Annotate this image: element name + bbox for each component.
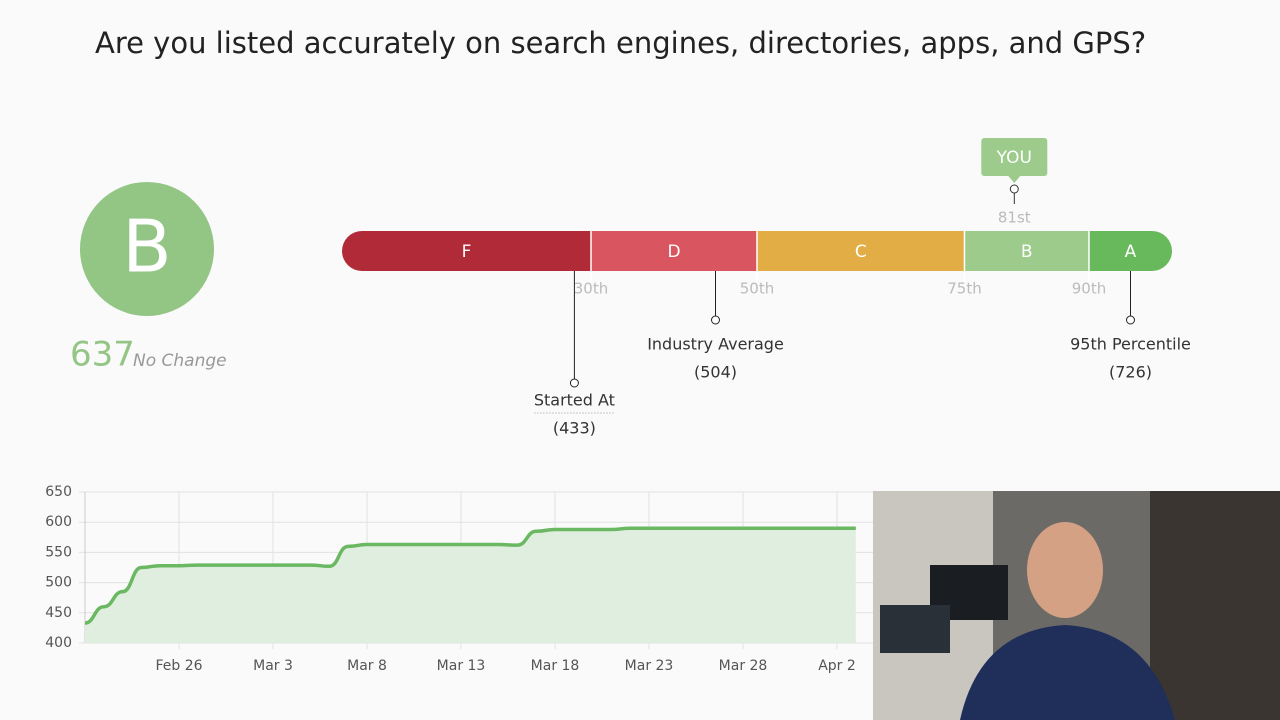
scale-tick-label: 30th [574, 280, 608, 298]
you-dot [1009, 184, 1019, 194]
x-tick-label: Mar 8 [347, 658, 387, 674]
x-tick-label: Mar 3 [253, 658, 293, 674]
grade-segment [591, 231, 757, 271]
scale-tick-label: 90th [1072, 280, 1106, 298]
y-tick-label: 650 [45, 484, 72, 500]
line [84, 526, 856, 625]
video-overlay [873, 491, 1280, 720]
marker-label: Industry Average [647, 335, 784, 354]
marker-dot [711, 315, 720, 325]
grade-segment [757, 231, 965, 271]
grade-circle [80, 182, 214, 316]
y-tick-label: 400 [45, 635, 72, 651]
grade-segment-label: B [1021, 242, 1033, 262]
grade-segment [1089, 231, 1172, 271]
grade-segment [342, 231, 591, 271]
x-tick-label: Mar 28 [719, 658, 768, 674]
x-tick-label: Mar 13 [437, 658, 486, 674]
grade-segment-label: A [1125, 242, 1137, 262]
marker-score: (726) [1109, 363, 1152, 382]
you-pointer [1008, 176, 1021, 183]
score-change: No Change [133, 351, 227, 371]
x-tick-label: Mar 23 [625, 658, 674, 674]
grade-segment [964, 231, 1089, 271]
x-tick-label: Mar 18 [531, 658, 580, 674]
score-chart: 400 450 500 550 600 650 Feb 26 Mar 3 Mar 8 Mar 13… [45, 484, 875, 674]
marker-dot [569, 378, 579, 388]
y-tick-label: 550 [45, 544, 72, 560]
grade-segment-label: F [462, 242, 472, 262]
x-tick-label: Feb 26 [155, 658, 202, 674]
grade-segment-label: C [855, 242, 867, 262]
y-tick-label: 500 [45, 575, 72, 591]
x-tick-label: Apr 2 [818, 658, 856, 674]
grade-segment-label: D [667, 242, 680, 262]
grade-scale: F D C B A 30th 50th 75th 90th YOU 81st Started At (4… [342, 138, 1191, 438]
heading: Are you listed accurately on search engi… [95, 26, 1146, 60]
marker-dot [1126, 315, 1135, 325]
y-tick-label: 450 [45, 605, 72, 621]
you-label: YOU [996, 148, 1032, 168]
scale-tick-label: 75th [947, 280, 981, 298]
marker-score: (433) [553, 419, 596, 438]
marker-label: 95th Percentile [1070, 335, 1191, 354]
y-tick-label: 600 [45, 514, 72, 530]
marker-score: (504) [694, 363, 737, 382]
you-badge [981, 138, 1048, 176]
score: 637 [70, 335, 135, 375]
line-area [85, 528, 856, 643]
marker-label: Started At [534, 391, 615, 410]
you-percentile: 81st [998, 209, 1031, 227]
grade-letter: B [122, 205, 171, 289]
scale-tick-label: 50th [740, 280, 774, 298]
